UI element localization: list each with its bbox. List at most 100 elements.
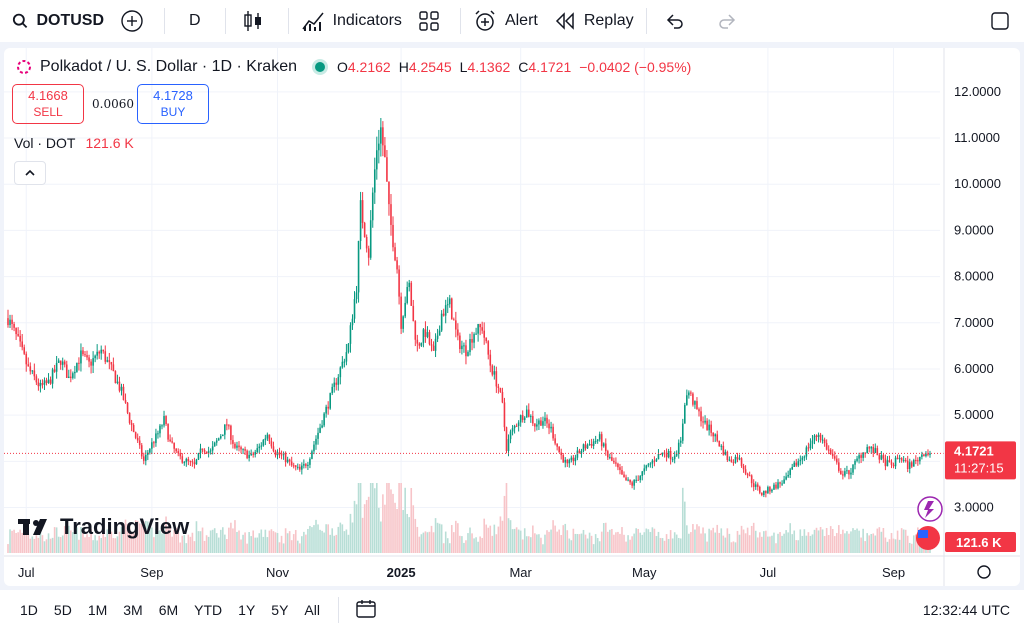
- volume-bar: [469, 527, 471, 553]
- candle-body: [264, 438, 267, 440]
- candle-body: [274, 450, 277, 456]
- volume-bar: [540, 537, 542, 553]
- candle-body: [848, 470, 850, 475]
- interval-label: D: [189, 12, 201, 29]
- volume-bar: [33, 538, 36, 553]
- candle-body: [686, 395, 688, 406]
- chart-panel[interactable]: 3.00004.00005.00006.00007.00008.00009.00…: [4, 48, 1020, 586]
- volume-bar: [864, 541, 866, 553]
- fullscreen-button[interactable]: [990, 0, 1018, 42]
- volume-bar: [457, 523, 459, 553]
- settings-gear-icon[interactable]: [977, 565, 991, 579]
- candle-body: [414, 321, 417, 340]
- buy-button[interactable]: 4.1728 BUY: [137, 84, 209, 124]
- layouts-button[interactable]: [410, 0, 456, 42]
- range-button-1m[interactable]: 1M: [87, 602, 108, 618]
- volume-bar: [874, 535, 877, 553]
- volume-bar: [412, 505, 415, 553]
- volume-bar: [7, 544, 9, 553]
- volume-bar: [165, 516, 167, 553]
- candle-body: [534, 423, 536, 427]
- volume-bar: [292, 534, 295, 553]
- candle-body: [706, 420, 708, 431]
- candle-body: [710, 424, 712, 433]
- volume-bar: [217, 537, 220, 553]
- indicators-button[interactable]: Indicators: [293, 0, 410, 42]
- volume-bar: [406, 513, 408, 553]
- interval-button[interactable]: D: [169, 0, 221, 42]
- volume-bar: [892, 538, 895, 553]
- candle-body: [833, 456, 836, 459]
- candle-body: [246, 450, 248, 459]
- candle-body: [783, 479, 785, 484]
- volume-bar: [179, 542, 182, 553]
- grid-icon: [419, 11, 439, 31]
- undo-button[interactable]: [651, 0, 707, 42]
- replay-button[interactable]: Replay: [546, 0, 642, 42]
- candle-body: [19, 335, 21, 342]
- compare-button[interactable]: [112, 0, 160, 42]
- volume-bar: [532, 525, 534, 553]
- sell-button[interactable]: 4.1668 SELL: [12, 84, 84, 124]
- candle-body: [835, 458, 838, 463]
- candle-body: [673, 455, 676, 460]
- volume-bar: [114, 538, 117, 553]
- volume-bar: [896, 530, 899, 553]
- chart-canvas[interactable]: 3.00004.00005.00006.00007.00008.00009.00…: [4, 48, 1020, 586]
- collapse-legend-button[interactable]: [14, 161, 46, 185]
- range-button-all[interactable]: All: [304, 602, 320, 618]
- range-button-5y[interactable]: 5Y: [271, 602, 289, 618]
- range-button-ytd[interactable]: YTD: [194, 602, 223, 618]
- volume-bar: [582, 529, 585, 553]
- countdown-label: 11:27:15: [954, 460, 1004, 475]
- candle-body: [493, 371, 496, 375]
- volume-bar: [390, 489, 392, 553]
- volume-bar: [205, 535, 208, 553]
- candle-body: [136, 437, 139, 441]
- range-button-6m[interactable]: 6M: [158, 602, 179, 618]
- range-button-1d[interactable]: 1D: [20, 602, 38, 618]
- candle-body: [197, 453, 200, 460]
- candle-body: [169, 439, 171, 442]
- candle-body: [690, 392, 692, 394]
- date-range-button[interactable]: [343, 599, 389, 622]
- redo-button[interactable]: [707, 0, 755, 42]
- candle-body: [315, 438, 317, 445]
- candle-body: [919, 456, 921, 462]
- volume-bar: [177, 526, 180, 553]
- y-tick-label: 10.0000: [954, 176, 1001, 191]
- divider: [164, 8, 165, 34]
- range-button-5d[interactable]: 5D: [53, 602, 72, 618]
- candle-body: [309, 458, 311, 465]
- candle-body: [894, 457, 897, 467]
- volume-bar: [21, 532, 23, 553]
- bottom-toolbar: 1D 5D 1M 3M 6M YTD 1Y 5Y All 12:32:44 UTC: [0, 590, 1024, 630]
- candle-body: [126, 402, 129, 413]
- candle-body: [31, 370, 34, 372]
- candle-body: [560, 452, 562, 456]
- volume-bar: [373, 488, 376, 553]
- volume-bar: [793, 530, 796, 553]
- chart-type-button[interactable]: [230, 0, 284, 42]
- candle-body: [868, 447, 871, 449]
- candle-body: [722, 445, 725, 455]
- volume-bar: [72, 532, 74, 553]
- volume-bar: [35, 535, 38, 553]
- range-button-1y[interactable]: 1Y: [238, 602, 256, 618]
- candle-body: [256, 448, 259, 452]
- candle-body: [446, 304, 449, 306]
- volume-bar: [315, 519, 317, 553]
- volume-bar: [29, 538, 32, 553]
- chart-legend: Polkadot / U. S. Dollar · 1D · Kraken O4…: [16, 58, 699, 76]
- range-button-3m[interactable]: 3M: [123, 602, 143, 618]
- symbol-search[interactable]: DOTUSD: [0, 0, 112, 42]
- candle-body: [187, 458, 190, 462]
- alert-button[interactable]: Alert: [465, 0, 546, 42]
- candle-body: [765, 491, 767, 494]
- candle-body: [874, 448, 877, 453]
- volume-bar: [594, 534, 597, 553]
- clock-time[interactable]: 12:32:44 UTC: [922, 602, 1010, 618]
- candle-body: [886, 460, 889, 467]
- volume-bar: [120, 527, 123, 553]
- volume-bar: [155, 528, 157, 553]
